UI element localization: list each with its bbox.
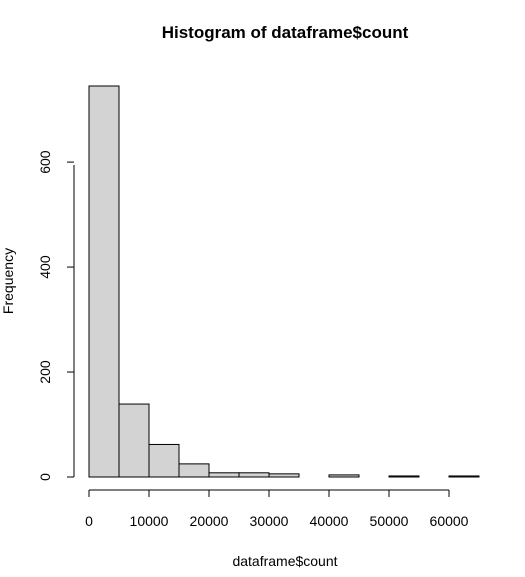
- x-tick-label: 0: [85, 513, 93, 529]
- y-tick-label: 600: [37, 150, 53, 174]
- y-tick-label: 200: [37, 360, 53, 384]
- y-axis-label: Frequency: [0, 248, 16, 314]
- y-tick-label: 0: [37, 473, 53, 481]
- x-tick-label: 20000: [190, 513, 229, 529]
- histogram-bar: [148, 443, 180, 478]
- histogram-bar: [118, 403, 150, 478]
- x-tick-label: 30000: [250, 513, 289, 529]
- x-tick-label: 10000: [130, 513, 169, 529]
- histogram-bar: [448, 475, 480, 478]
- bars-group: [88, 85, 480, 478]
- x-tick-label: 40000: [310, 513, 349, 529]
- y-axis: 0 200 400 600: [37, 150, 75, 481]
- x-axis: 0 10000 20000 30000 40000 50000 60000: [85, 489, 469, 529]
- chart-title: Histogram of dataframe$count: [162, 23, 409, 42]
- histogram-bar: [238, 472, 270, 478]
- histogram-bar: [88, 85, 120, 478]
- y-tick-label: 400: [37, 255, 53, 279]
- histogram-bar: [268, 473, 300, 478]
- x-tick-label: 60000: [430, 513, 469, 529]
- histogram-bar: [208, 472, 240, 478]
- x-axis-label: dataframe$count: [232, 553, 337, 569]
- histogram-bar: [388, 475, 420, 478]
- histogram-bar: [328, 474, 360, 478]
- histogram-bar: [178, 463, 210, 478]
- x-tick-label: 50000: [370, 513, 409, 529]
